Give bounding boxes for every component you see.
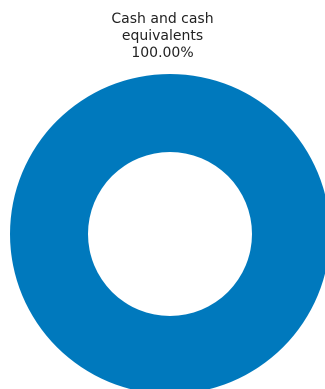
slice-label-name-line-2: equivalents <box>121 28 204 44</box>
slices-group <box>10 74 325 389</box>
slice-cash-and-cash-equivalents <box>10 74 325 389</box>
slice-label-name-line-1: Cash and cash <box>111 11 214 27</box>
slice-label-cash-and-cash-equivalents: Cash and cash equivalents 100.00% <box>0 11 325 62</box>
slice-label-percent: 100.00% <box>131 45 194 61</box>
